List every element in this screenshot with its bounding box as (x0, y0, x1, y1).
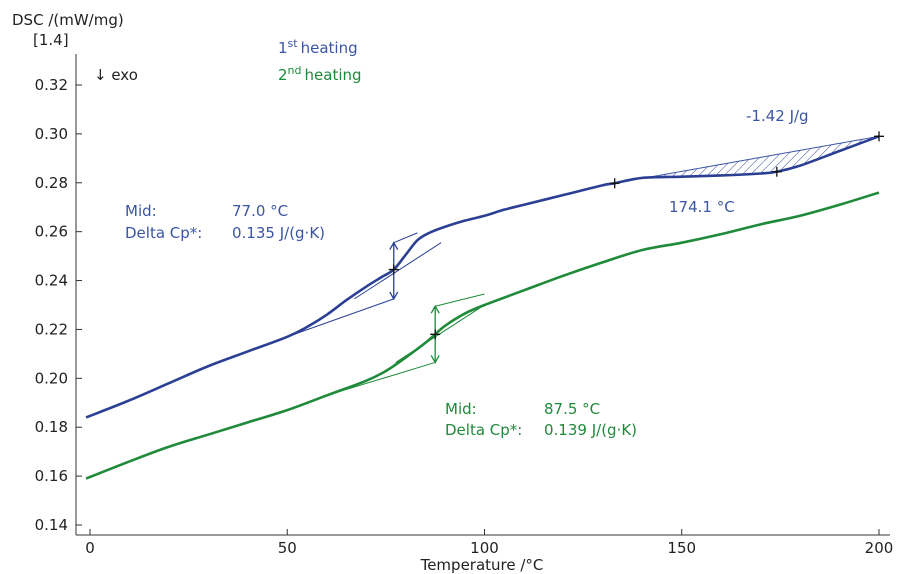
x-tick-label: 200 (865, 539, 894, 557)
legend: 1st heating 2nd heating (278, 37, 362, 84)
x-tick-label: 0 (85, 539, 95, 557)
legend-second-label: heating (305, 66, 362, 84)
legend-entry-first-heating: 1st heating (278, 37, 358, 57)
x-tick-label: 100 (470, 539, 499, 557)
curves (85, 135, 880, 480)
second-arrow-head-down (430, 355, 440, 364)
first-lower-tangent (287, 298, 394, 338)
first-mid-marker (388, 264, 399, 275)
evaluation-markers (388, 131, 884, 340)
second-mid-marker (430, 329, 441, 340)
exo-indicator: ↓ exo (94, 66, 138, 84)
y-tick-label: 0.32 (35, 76, 68, 94)
first-heating-curve (85, 135, 880, 419)
y-axis-title: DSC /(mW/mg) (12, 11, 124, 29)
x-axis-ticks: 0 50 100 150 200 (85, 529, 893, 557)
annotation-second-heating: Mid: 87.5 °C Delta Cp*: 0.139 J/(g·K) (445, 400, 637, 439)
y-tick-label: 0.14 (35, 516, 68, 534)
first-dcp-label: Delta Cp*: (125, 224, 202, 242)
first-inflection-tangent (354, 242, 442, 300)
y-tick-label: 0.16 (35, 467, 68, 485)
x-tick-label: 150 (667, 539, 696, 557)
y-tick-label: 0.30 (35, 125, 68, 143)
first-upper-tangent (393, 232, 418, 244)
first-arrow-head-down (389, 291, 399, 301)
y-tick-label: 0.26 (35, 223, 68, 241)
y-tick-label: 0.24 (35, 272, 68, 290)
first-arrow-head-up (389, 241, 399, 250)
y-axis-ticks: 0.14 0.16 0.18 0.20 0.22 0.24 0.26 0.28 0.30 0.32 (35, 76, 82, 534)
y-tick-label: 0.22 (35, 320, 68, 338)
second-mid-value: 87.5 °C (544, 400, 600, 418)
second-heating-curve (85, 191, 880, 480)
second-mid-label: Mid: (445, 400, 477, 418)
y-axis-subtitle: [1.4] (33, 31, 69, 49)
second-arrow-head-up (430, 304, 440, 314)
first-peak-area: -1.42 J/g (746, 107, 809, 125)
peak-start-marker (609, 178, 620, 189)
x-axis-title: Temperature /°C (420, 556, 544, 574)
y-tick-label: 0.28 (35, 174, 68, 192)
legend-entry-second-heating: 2nd heating (278, 64, 362, 84)
annotation-first-heating: Mid: 77.0 °C Delta Cp*: 0.135 J/(g·K) 17… (125, 107, 809, 242)
first-peak-temp: 174.1 °C (669, 198, 735, 216)
evaluation-constructions (287, 135, 880, 396)
second-dcp-value: 0.139 J/(g·K) (544, 421, 637, 439)
first-mid-value: 77.0 °C (232, 202, 288, 220)
x-tick-label: 50 (278, 539, 297, 557)
first-mid-label: Mid: (125, 202, 157, 220)
peak-end-marker (874, 131, 884, 142)
legend-second-sup: nd (288, 64, 302, 77)
y-tick-label: 0.18 (35, 418, 68, 436)
legend-first-sup: st (288, 37, 299, 50)
y-tick-label: 0.20 (35, 369, 68, 387)
legend-first-label: heating (301, 39, 358, 57)
second-dcp-label: Delta Cp*: (445, 421, 522, 439)
legend-first-prefix: 1 (278, 39, 288, 57)
first-dcp-value: 0.135 J/(g·K) (232, 224, 325, 242)
legend-second-prefix: 2 (278, 66, 288, 84)
second-upper-tangent (435, 293, 485, 307)
peak-marker (771, 166, 782, 177)
